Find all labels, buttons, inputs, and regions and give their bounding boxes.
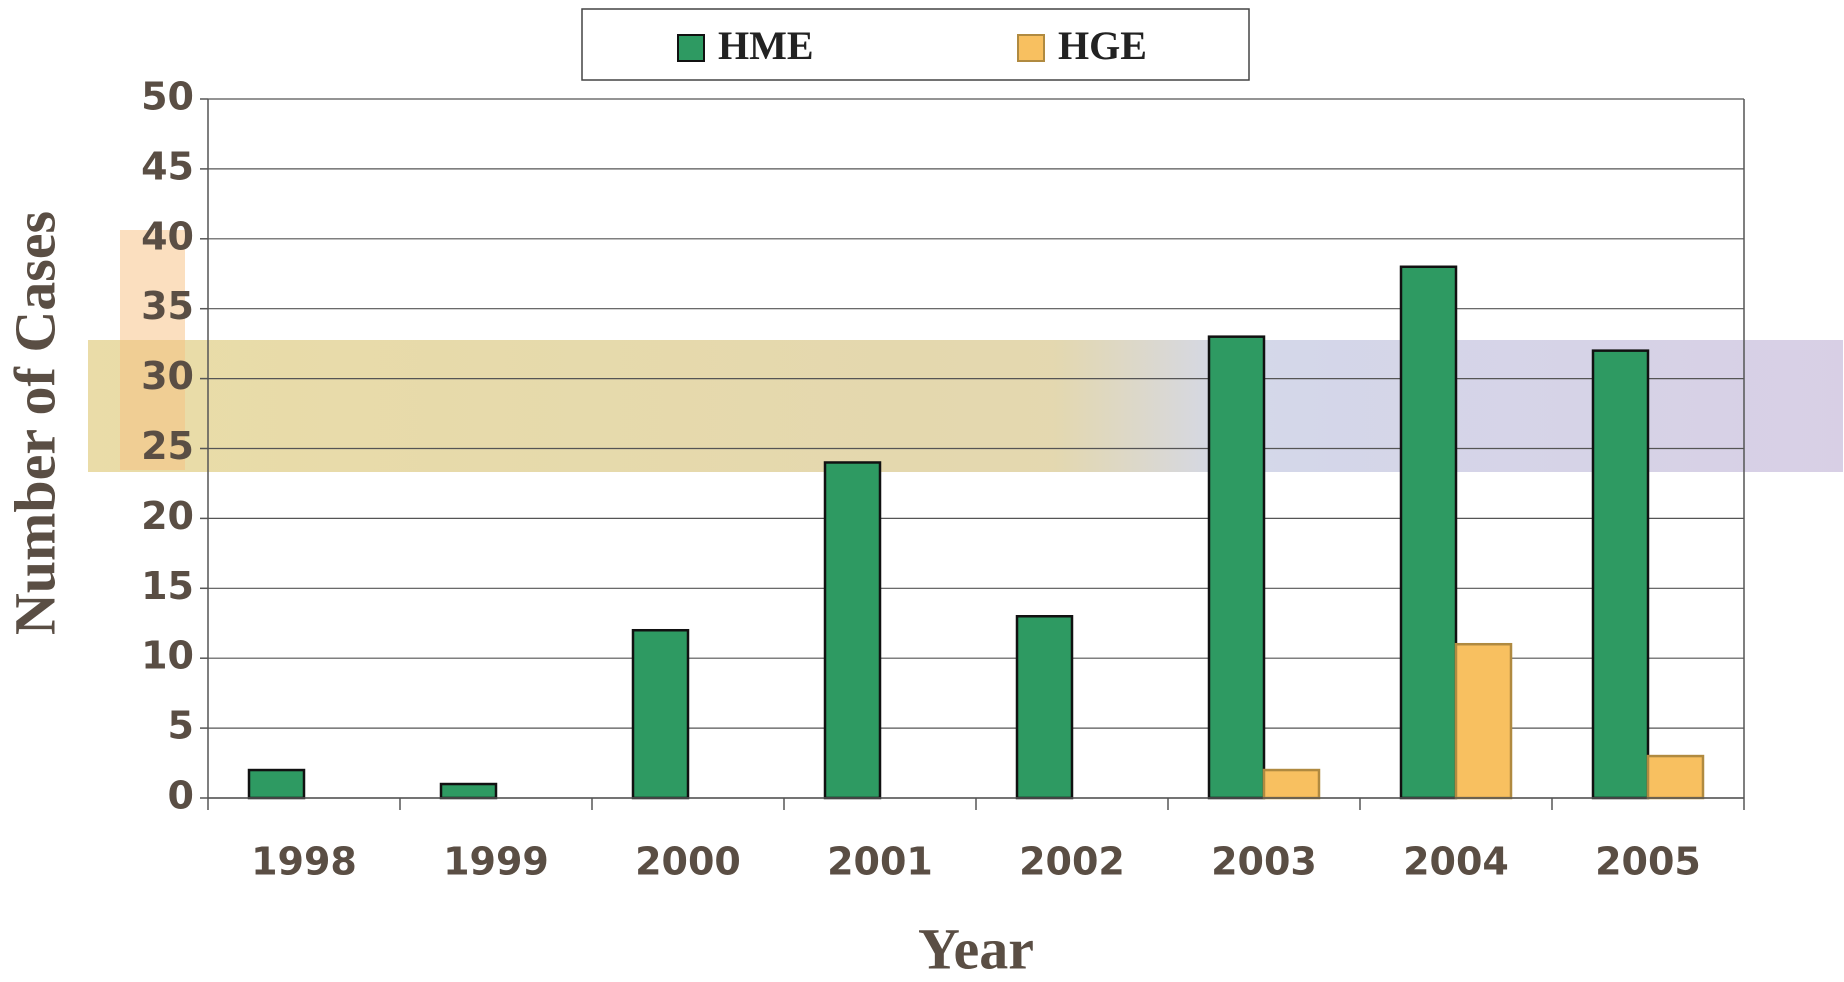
bar (439, 782, 498, 800)
y-tick-label: 15 (141, 564, 194, 608)
bar (247, 768, 306, 800)
bar (1262, 768, 1321, 800)
x-tick-label: 2002 (1019, 840, 1125, 884)
x-tick-label: 2003 (1211, 840, 1317, 884)
bar (1207, 335, 1266, 800)
y-tick-label: 45 (141, 144, 194, 188)
y-tick-label: 5 (168, 704, 194, 748)
y-tick-label: 40 (141, 214, 194, 258)
x-tick-label: 2004 (1403, 840, 1509, 884)
x-tick-label: 1998 (251, 840, 357, 884)
bar (1646, 754, 1705, 800)
y-tick-label: 30 (141, 354, 194, 398)
bar (1399, 265, 1458, 800)
legend-label: HGE (1058, 23, 1147, 68)
legend-swatch (677, 34, 705, 62)
bar (1591, 349, 1650, 800)
y-tick-label: 35 (141, 284, 194, 328)
bar (1454, 642, 1513, 800)
y-tick-label: 20 (141, 494, 194, 538)
legend-swatch (1017, 34, 1045, 62)
bar (631, 628, 690, 800)
y-tick-label: 0 (168, 774, 194, 818)
bar (823, 461, 882, 800)
y-tick-label: 50 (141, 75, 194, 119)
x-tick-label: 2000 (635, 840, 741, 884)
x-tick-label: 2005 (1595, 840, 1701, 884)
x-tick-label: 2001 (827, 840, 933, 884)
y-axis-title: Number of Cases (2, 211, 67, 635)
background-decoration (120, 230, 185, 470)
x-tick-label: 1999 (443, 840, 549, 884)
y-tick-label: 25 (141, 424, 194, 468)
background-decoration (88, 340, 1843, 472)
y-tick-label: 10 (141, 634, 194, 678)
x-axis-title: Year (918, 916, 1034, 981)
bar (1015, 615, 1074, 800)
legend-label: HME (718, 23, 814, 68)
